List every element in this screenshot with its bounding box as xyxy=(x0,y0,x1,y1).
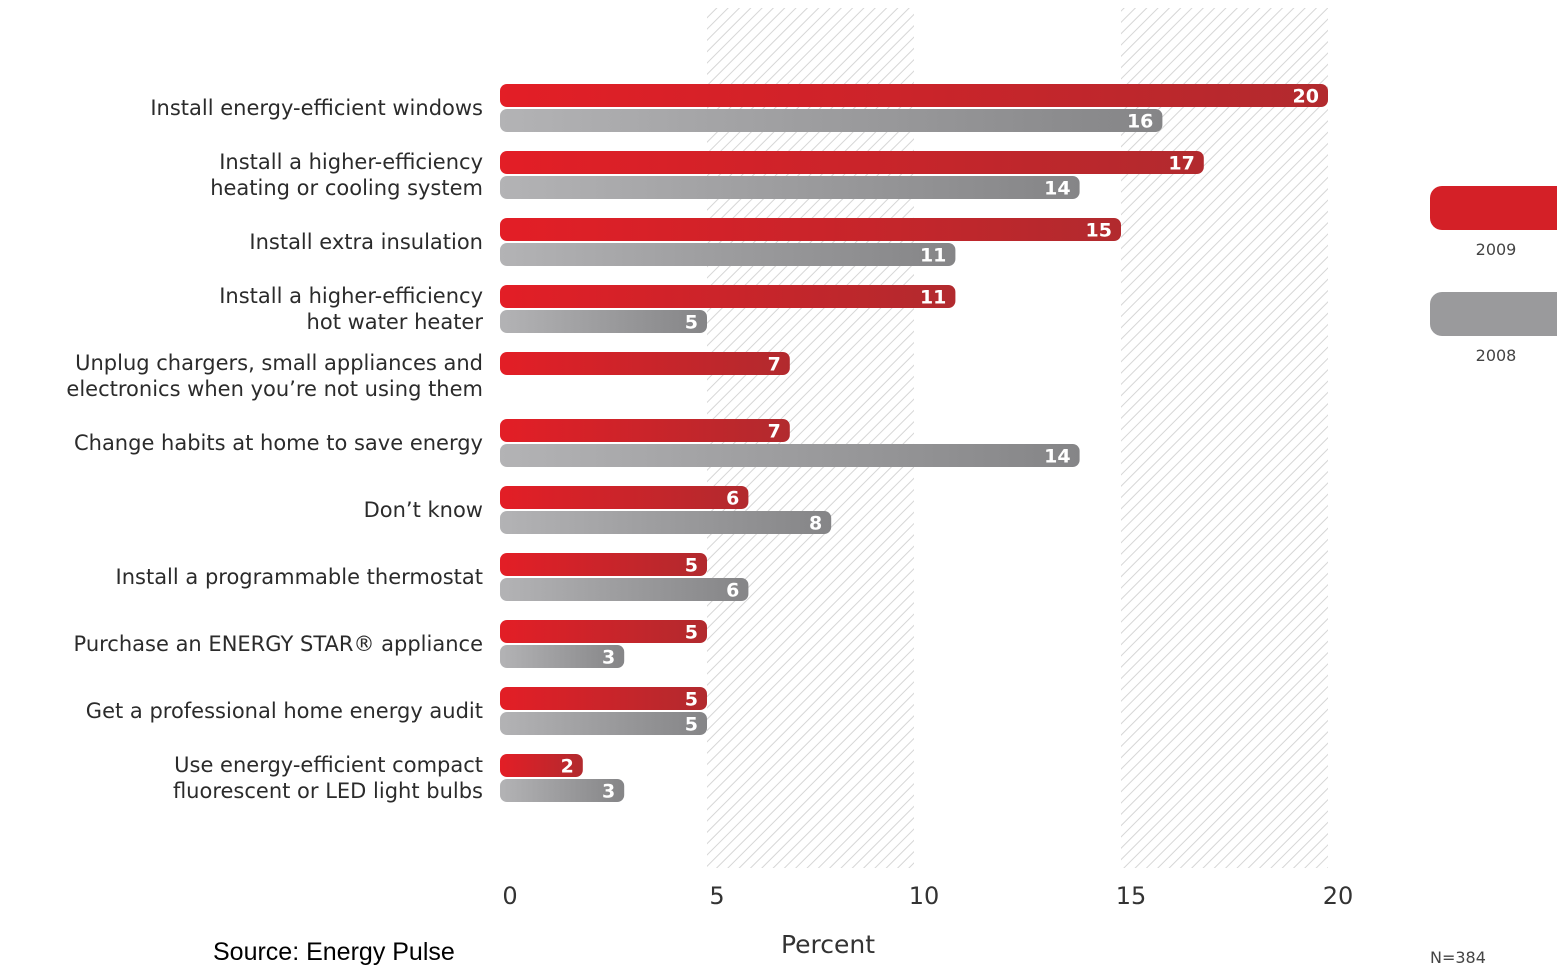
source-note: Source: Energy Pulse xyxy=(213,938,455,966)
value-label-2008-8: 3 xyxy=(602,647,615,669)
legend-label-2009: 2009 xyxy=(1476,240,1517,259)
bar-2009-2 xyxy=(500,218,1121,241)
value-label-2008-7: 6 xyxy=(726,580,739,602)
value-label-2009-6: 6 xyxy=(726,488,739,510)
hatched-bands xyxy=(707,8,1328,868)
bar-2009-0 xyxy=(500,84,1328,107)
x-tick-label: 10 xyxy=(909,882,940,910)
value-label-2009-10: 2 xyxy=(561,756,574,778)
bar-2009-7 xyxy=(500,553,707,576)
value-label-2009-7: 5 xyxy=(685,555,698,577)
category-label: Get a professional home energy audit xyxy=(86,699,483,723)
value-label-2008-0: 16 xyxy=(1127,111,1153,133)
category-label: hot water heater xyxy=(307,310,484,334)
bar-2009-3 xyxy=(500,285,956,308)
bar-2008-5 xyxy=(500,444,1080,467)
x-tick-label: 0 xyxy=(502,882,517,910)
bar-2008-10 xyxy=(500,779,625,802)
legend-swatch-2009 xyxy=(1430,186,1557,230)
value-label-2009-4: 7 xyxy=(768,354,781,376)
category-label: Unplug chargers, small appliances and xyxy=(75,351,483,375)
category-label: Purchase an ENERGY STAR® appliance xyxy=(74,632,483,656)
value-label-2008-2: 11 xyxy=(920,245,946,267)
bar-2008-3 xyxy=(500,310,707,333)
value-label-2009-8: 5 xyxy=(685,622,698,644)
value-label-2008-10: 3 xyxy=(602,781,615,803)
x-tick-label: 5 xyxy=(709,882,724,910)
bar-2009-8 xyxy=(500,620,707,643)
bar-2009-10 xyxy=(500,754,583,777)
value-label-2008-5: 14 xyxy=(1044,446,1070,468)
bars: 20 17 15 11 7 7 6 5 5 5 2 16 14 11 5 14 8 6 3 5 3 xyxy=(500,84,1328,803)
value-label-2008-3: 5 xyxy=(685,312,698,334)
bar-2008-0 xyxy=(500,109,1163,132)
bar-2008-8 xyxy=(500,645,625,668)
sample-size-note: N=384 xyxy=(1430,948,1486,966)
bar-2009-1 xyxy=(500,151,1204,174)
legend-swatch-2008 xyxy=(1430,292,1557,336)
x-tick-label: 15 xyxy=(1116,882,1147,910)
bar-2008-6 xyxy=(500,511,832,534)
bar-2009-9 xyxy=(500,687,707,710)
category-label: Install energy-efficient windows xyxy=(150,96,483,120)
category-labels: Install energy-efficient windows Install … xyxy=(66,96,483,803)
category-label: fluorescent or LED light bulbs xyxy=(173,779,483,803)
value-label-2009-0: 20 xyxy=(1293,86,1319,108)
bar-2009-4 xyxy=(500,352,790,375)
value-label-2008-9: 5 xyxy=(685,714,698,736)
value-label-2009-1: 17 xyxy=(1168,153,1194,175)
value-label-2009-5: 7 xyxy=(768,421,781,443)
bar-2008-2 xyxy=(500,243,956,266)
bar-2008-1 xyxy=(500,176,1080,199)
category-label: Use energy-efficient compact xyxy=(174,753,483,777)
value-label-2008-6: 8 xyxy=(809,513,822,535)
category-label: Don’t know xyxy=(364,498,483,522)
category-label: heating or cooling system xyxy=(210,176,483,200)
bar-2008-9 xyxy=(500,712,707,735)
legend-label-2008: 2008 xyxy=(1476,346,1517,365)
value-label-2009-2: 15 xyxy=(1086,220,1112,242)
category-label: Install a higher-efficiency xyxy=(219,284,483,308)
category-label: Change habits at home to save energy xyxy=(74,431,483,455)
x-tick-label: 20 xyxy=(1323,882,1354,910)
value-label-2008-1: 14 xyxy=(1044,178,1070,200)
hatched-band-1 xyxy=(1121,8,1328,868)
legend: 2009 2008 xyxy=(1430,186,1557,365)
value-label-2009-3: 11 xyxy=(920,287,946,309)
x-axis-ticks: 0 5 10 15 20 xyxy=(502,882,1353,910)
value-label-2009-9: 5 xyxy=(685,689,698,711)
bar-2009-5 xyxy=(500,419,790,442)
bar-2009-6 xyxy=(500,486,749,509)
category-label: Install a programmable thermostat xyxy=(116,565,483,589)
bar-2008-7 xyxy=(500,578,749,601)
category-label: Install extra insulation xyxy=(249,230,483,254)
category-label: electronics when you’re not using them xyxy=(66,377,483,401)
x-axis-title: Percent xyxy=(781,930,875,959)
category-label: Install a higher-efficiency xyxy=(219,150,483,174)
